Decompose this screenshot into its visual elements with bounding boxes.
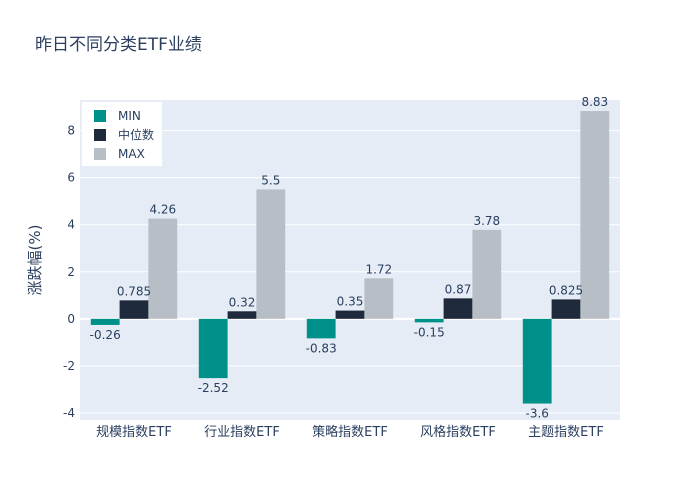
legend-label[interactable]: MIN [118, 109, 141, 123]
bar-中位数 [551, 299, 581, 319]
data-label: -0.26 [90, 328, 121, 342]
data-label: 0.825 [549, 283, 583, 297]
data-label: 5.5 [261, 173, 280, 187]
legend-swatch[interactable] [94, 129, 106, 141]
x-category-label: 风格指数ETF [420, 424, 496, 440]
data-label: -0.15 [414, 325, 445, 339]
bar-MAX [580, 111, 610, 319]
x-category-label: 主题指数ETF [528, 425, 604, 440]
y-tick-label: -4 [63, 406, 75, 420]
y-tick-label: 8 [67, 124, 75, 138]
bar-中位数 [335, 310, 365, 319]
x-category-label: 规模指数ETF [96, 425, 172, 440]
data-label: 4.26 [149, 203, 176, 217]
y-tick-label: 2 [67, 265, 75, 279]
legend-swatch[interactable] [94, 148, 106, 160]
data-label: 0.32 [229, 295, 256, 309]
bar-MIN [90, 318, 120, 325]
bar-MIN [306, 318, 336, 339]
data-label: 0.35 [337, 295, 364, 309]
data-label: 1.72 [365, 262, 392, 276]
x-category-label: 行业指数ETF [204, 425, 280, 440]
y-tick-label: 6 [67, 171, 75, 185]
y-tick-label: -2 [63, 359, 75, 373]
bars [90, 111, 610, 404]
y-tick-label: 4 [67, 218, 75, 232]
y-axis-ticks: -4 -2 0 2 4 6 8 [63, 124, 75, 420]
data-label: 0.785 [117, 284, 151, 298]
bar-中位数 [227, 311, 257, 319]
bar-MAX [364, 278, 394, 319]
data-labels: -0.26 0.785 4.26 -2.52 0.32 5.5 -0.83 0.35 1.72 -… [90, 95, 608, 420]
chart-title: 昨日不同分类ETF业绩 [35, 35, 202, 55]
legend-label[interactable]: 中位数 [118, 127, 154, 142]
bar-MAX [148, 218, 178, 319]
x-category-label: 策略指数ETF [312, 424, 388, 440]
legend[interactable]: MIN 中位数 MAX [82, 102, 162, 166]
data-label: -0.83 [306, 341, 337, 355]
bar-MIN [414, 318, 444, 323]
legend-label[interactable]: MAX [118, 147, 145, 161]
bar-MAX [256, 189, 286, 319]
x-axis-categories: 规模指数ETF 行业指数ETF 策略指数ETF 风格指数ETF 主题指数ETF [96, 424, 604, 440]
data-label: 8.83 [581, 95, 608, 109]
data-label: 3.78 [473, 214, 500, 228]
legend-swatch[interactable] [94, 110, 106, 122]
bar-MIN [522, 318, 552, 404]
data-label: -3.6 [525, 407, 548, 421]
y-axis-title: 涨跌幅(%) [26, 225, 44, 296]
y-tick-label: 0 [67, 312, 75, 326]
data-label: -2.52 [198, 381, 229, 395]
bar-中位数 [119, 300, 149, 319]
bar-MIN [198, 318, 228, 379]
bar-中位数 [443, 298, 473, 319]
data-label: 0.87 [445, 282, 472, 296]
bar-MAX [472, 229, 502, 319]
